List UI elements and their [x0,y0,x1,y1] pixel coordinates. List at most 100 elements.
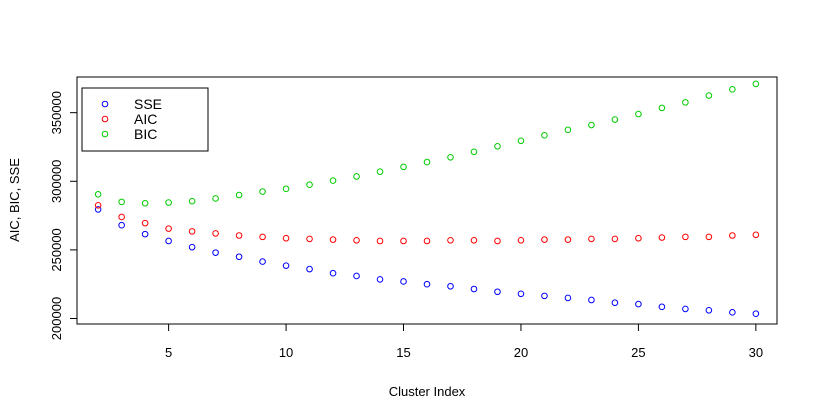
point-bic [94,191,102,198]
point-bic [564,126,572,134]
point-aic [329,236,337,243]
legend-box [81,87,209,152]
point-aic [212,230,219,237]
x-tick-label: 30 [749,345,763,360]
series-aic [94,202,760,245]
point-aic [470,236,478,244]
point-bic [329,177,337,184]
point-aic [588,235,595,243]
point-aic [376,237,384,245]
legend-marker [101,100,109,108]
point-bic [705,92,713,99]
point-aic [752,231,760,239]
point-aic [188,228,196,235]
point-sse [212,249,219,256]
point-sse [729,309,736,316]
point-aic [282,234,290,242]
point-bic [494,142,501,150]
y-tick-label: 350000 [49,91,64,134]
y-axis: 200000 250000 300000 350000 [49,91,78,340]
y-tick-label: 300000 [49,160,64,203]
point-sse [564,294,572,302]
point-aic [306,235,313,243]
point-aic [635,234,642,242]
point-aic [564,236,572,243]
point-bic [682,99,689,106]
series-bic [94,80,760,207]
point-aic [611,235,619,243]
point-sse [400,278,407,285]
point-aic [141,219,149,227]
point-bic [447,153,454,161]
point-bic [235,191,243,199]
point-sse [611,299,619,307]
point-bic [423,158,431,166]
point-bic [729,86,736,93]
point-sse [188,243,196,251]
y-tick-label: 200000 [49,297,64,340]
x-axis: 5 10 15 20 25 30 [165,323,763,360]
point-aic [235,232,243,239]
point-bic [118,198,125,206]
point-sse [94,206,102,213]
series-sse [94,206,760,318]
legend-marker [101,130,109,138]
point-bic [353,173,360,180]
point-aic [517,236,525,244]
point-sse [588,296,595,304]
legend-label: AIC [134,111,157,127]
point-sse [517,290,525,298]
point-bic [611,116,619,123]
point-sse [376,276,384,283]
point-aic [447,236,454,244]
point-bic [400,163,407,171]
point-sse [235,253,243,261]
point-sse [306,265,313,273]
point-aic [729,232,736,239]
point-sse [282,262,290,269]
point-sse [658,303,666,311]
x-tick-label: 5 [165,345,172,360]
point-aic [658,234,666,241]
point-bic [165,199,172,206]
point-bic [282,185,290,193]
point-aic [118,213,125,221]
x-axis-label: Cluster Index [389,384,466,399]
point-aic [705,233,713,241]
point-sse [635,300,642,308]
point-bic [658,104,666,112]
point-sse [423,280,431,288]
x-tick-label: 10 [279,345,293,360]
point-sse [752,310,760,318]
x-tick-label: 20 [514,345,528,360]
point-aic [541,236,548,243]
point-bic [470,148,478,156]
point-sse [494,288,501,296]
point-sse [141,230,149,238]
point-sse [541,292,548,300]
point-aic [259,233,266,241]
point-bic [188,197,196,205]
point-sse [329,269,337,277]
legend-label: SSE [134,96,162,112]
point-sse [705,306,713,314]
point-sse [259,258,266,265]
point-bic [141,199,149,207]
legend-label: BIC [134,126,157,142]
point-bic [752,80,760,88]
point-bic [541,132,548,139]
legend-item-bic: BIC [101,126,157,142]
point-sse [118,221,125,229]
point-bic [635,110,642,118]
point-sse [447,282,454,290]
point-aic [165,225,172,232]
point-bic [588,121,595,129]
point-sse [165,237,172,245]
point-bic [306,181,313,189]
point-sse [353,272,360,280]
point-aic [400,237,407,245]
point-bic [259,188,266,195]
